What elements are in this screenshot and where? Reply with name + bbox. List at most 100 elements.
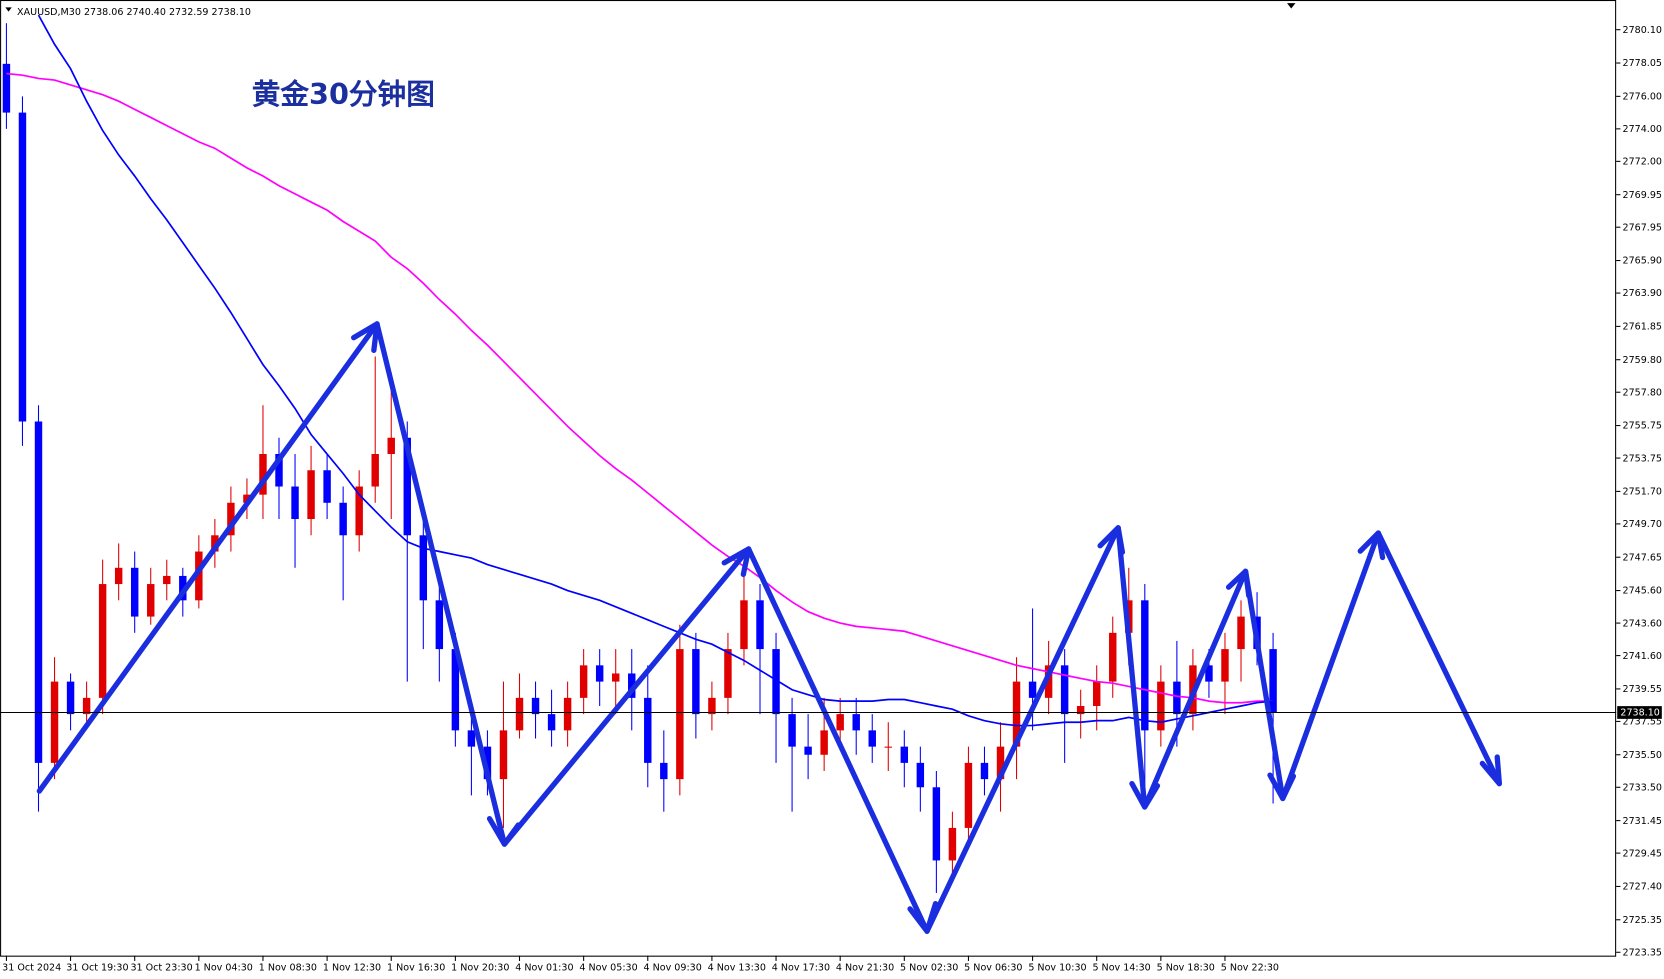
candle-body	[114, 567, 123, 585]
x-tick-label: 4 Nov 17:30	[772, 963, 830, 974]
plot-frame	[0, 0, 1617, 957]
arrowhead	[1097, 525, 1126, 555]
x-tick-label: 5 Nov 10:30	[1028, 963, 1086, 974]
y-tick-label: 2774.00	[1623, 124, 1662, 135]
candle-body	[547, 714, 556, 731]
y-tick-label: 2761.85	[1623, 322, 1662, 333]
candle-body	[163, 575, 171, 585]
y-tick-label: 2741.60	[1623, 651, 1662, 662]
y-tick-label: 2778.05	[1623, 58, 1662, 69]
x-tick-label: 5 Nov 22:30	[1221, 963, 1279, 974]
y-tick-label: 2749.70	[1623, 519, 1662, 530]
candle-body	[611, 673, 620, 682]
x-tick-label: 1 Nov 16:30	[387, 963, 445, 974]
candle-body	[130, 567, 139, 617]
candle-body	[756, 600, 764, 650]
arrowhead	[907, 900, 939, 934]
candle-body	[483, 746, 492, 780]
moving-average	[37, 14, 1274, 727]
candle-body	[275, 454, 283, 487]
arrowhead	[1129, 780, 1161, 810]
trend-arrows	[36, 321, 1503, 934]
x-tick-label: 1 Nov 20:30	[451, 963, 509, 974]
x-tick-label: 5 Nov 02:30	[900, 963, 958, 974]
marks	[2, 14, 1277, 893]
candle-body	[1237, 616, 1245, 650]
candle-body	[820, 730, 828, 755]
menu-triangle	[5, 7, 12, 12]
y-tick-label: 2729.45	[1623, 848, 1662, 859]
candle-body	[724, 649, 732, 698]
x-tick-label: 1 Nov 12:30	[323, 963, 381, 974]
chart-title: 黄金30分钟图	[252, 77, 435, 111]
y-tick-label: 2753.75	[1623, 453, 1662, 464]
arrowhead	[1357, 530, 1386, 561]
y-tick-label: 2745.60	[1623, 586, 1662, 597]
candle-body	[884, 746, 892, 748]
candle-body	[852, 714, 860, 731]
candle-body	[1092, 681, 1101, 706]
candle-body	[676, 649, 684, 780]
candle-body	[34, 421, 43, 763]
candle-body	[1157, 681, 1165, 731]
candle-body	[2, 63, 11, 113]
candle-body	[435, 600, 444, 650]
candle-body	[563, 697, 572, 731]
x-tick-label: 5 Nov 18:30	[1157, 963, 1215, 974]
candle-body	[243, 494, 251, 503]
y-tick-label: 2767.95	[1623, 222, 1662, 233]
arrowhead	[1225, 568, 1252, 599]
candle-body	[980, 762, 989, 780]
y-tick-label: 2757.80	[1623, 387, 1662, 398]
candle-body	[323, 470, 331, 503]
x-tick-label: 1 Nov 04:30	[195, 963, 253, 974]
candle-body	[644, 697, 652, 763]
candle-body	[1060, 665, 1069, 715]
candle-body	[355, 486, 363, 536]
candle-body	[1205, 665, 1213, 682]
y-tick-label: 2780.10	[1623, 25, 1662, 36]
y-tick-label: 2733.50	[1623, 782, 1662, 793]
candle-body	[740, 600, 748, 650]
candle-body	[1109, 632, 1117, 682]
candle-body	[467, 730, 476, 747]
candle-body	[595, 665, 604, 682]
candle-body	[403, 437, 411, 536]
candle-body	[515, 697, 524, 731]
candle-body	[836, 714, 844, 731]
candle-body	[772, 649, 780, 715]
moving-average	[6, 72, 1274, 704]
candle-body	[900, 746, 909, 763]
arrowhead	[1267, 772, 1297, 802]
candle-body	[98, 584, 107, 698]
y-tick-label: 2763.90	[1623, 288, 1662, 299]
candle-body	[1012, 681, 1021, 747]
y-tick-label: 2769.95	[1623, 190, 1662, 201]
candle-body	[18, 112, 27, 422]
arrowhead	[721, 546, 752, 578]
x-tick-label: 1 Nov 08:30	[259, 963, 317, 974]
candle-body	[66, 681, 75, 715]
y-tick-label: 2747.65	[1623, 552, 1662, 563]
candle-body	[964, 762, 973, 828]
candle-body	[1173, 681, 1181, 715]
candle-body	[804, 746, 812, 755]
candle-body	[307, 470, 315, 520]
x-tick-label: 4 Nov 21:30	[836, 963, 894, 974]
candle-body	[1269, 649, 1277, 713]
candle-body	[339, 502, 347, 536]
y-tick-label: 2739.55	[1623, 684, 1662, 695]
x-tick-label: 4 Nov 01:30	[515, 963, 573, 974]
candle-body	[147, 584, 155, 617]
candle-body	[195, 551, 203, 601]
y-tick-label: 2725.35	[1623, 915, 1662, 926]
candle-body	[932, 787, 941, 861]
y-tick-label: 2751.70	[1623, 487, 1662, 498]
y-tick-label: 2727.40	[1623, 882, 1662, 893]
arrowhead	[1479, 754, 1503, 787]
last-price-box	[1617, 706, 1662, 719]
candle-body	[1076, 705, 1085, 715]
candle-body	[660, 762, 668, 780]
candle-body	[788, 714, 796, 747]
